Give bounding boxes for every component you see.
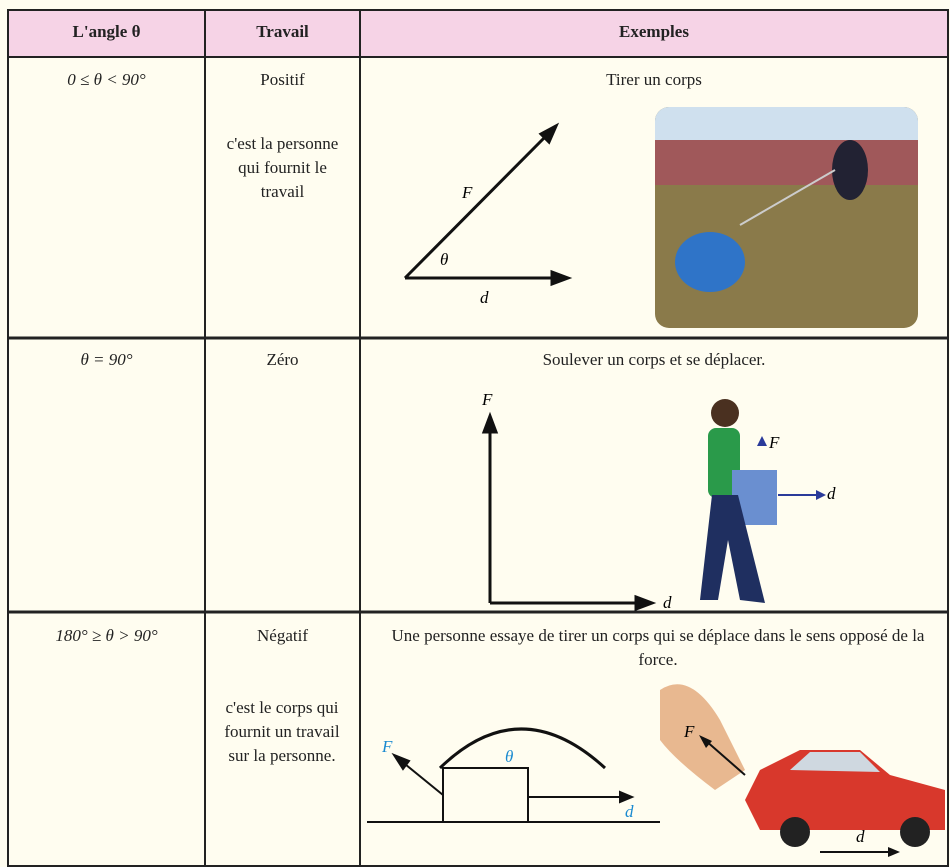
work-note: c'est la personne qui fournit le travail — [226, 134, 339, 201]
photo-force-label: F — [683, 722, 695, 741]
angle-cell: 180° ≥ θ > 90° — [55, 626, 158, 645]
header-cell: Exemples — [619, 22, 689, 41]
force-label: F — [461, 183, 473, 202]
displacement-label: d — [625, 802, 634, 821]
grid — [7, 9, 949, 867]
diagram-2 — [481, 411, 657, 612]
header-cell: L'angle θ — [72, 22, 141, 41]
photo-displacement-label: d — [856, 827, 865, 846]
example-title: Tirer un corps — [606, 70, 702, 89]
example-title: Soulever un corps et se déplacer. — [542, 350, 766, 369]
work-cell: Zéro — [266, 350, 299, 369]
work-note: c'est le corps qui fournit un travail su… — [224, 698, 340, 765]
force-label: F — [481, 390, 493, 409]
displacement-label: d — [480, 288, 489, 307]
photo-force-label: F — [768, 433, 780, 452]
photo-displacement-label: d — [827, 484, 836, 503]
work-cell: Négatif — [257, 626, 308, 645]
angle-cell: 0 ≤ θ < 90° — [67, 70, 146, 89]
photo-car-pull — [660, 684, 945, 857]
header-cell: Travail — [256, 22, 309, 41]
example-title: Une personne essaye de tirer un corps qu… — [391, 626, 925, 669]
angle-label: θ — [440, 250, 448, 269]
diagram-1 — [403, 122, 573, 287]
photo-dog-walk — [655, 107, 918, 328]
angle-label: θ — [505, 747, 513, 766]
angle-cell: θ = 90° — [80, 350, 133, 369]
header-bg — [8, 10, 948, 57]
diagram-3 — [367, 727, 660, 823]
force-label: F — [381, 737, 393, 756]
photo-person-carrying — [700, 399, 826, 603]
displacement-label: d — [663, 593, 672, 612]
work-cell: Positif — [260, 70, 305, 89]
